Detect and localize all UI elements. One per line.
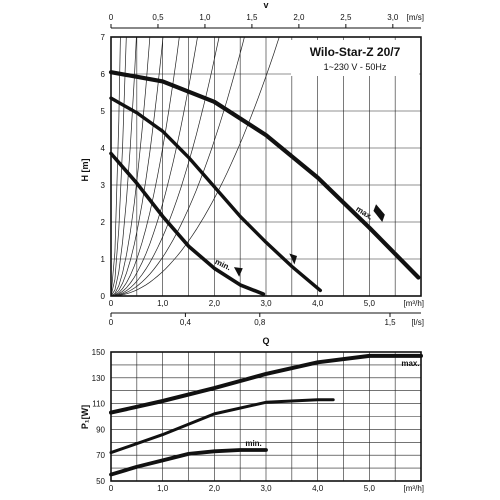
chart-subtitle: 1~230 V - 50Hz: [324, 62, 387, 72]
y-tick-label: 2: [101, 218, 106, 227]
ls-tick-label: 1,5: [384, 318, 396, 327]
max-marker: [373, 204, 385, 222]
v-tick-label: 1,5: [246, 13, 258, 22]
ls-unit: [l/s]: [412, 318, 424, 327]
v-axis-label: v: [263, 0, 268, 10]
x-unit: [m³/h]: [404, 299, 424, 308]
y-tick-label: 130: [92, 374, 106, 383]
head-curve-max: [108, 70, 421, 280]
system-curve: [110, 36, 280, 297]
x-tick-label: 5,0: [364, 299, 376, 308]
x-tick-label: 2,0: [209, 299, 221, 308]
system-curve: [110, 36, 198, 297]
label-max: max.: [354, 204, 374, 221]
x-tick-label: 1,0: [157, 299, 169, 308]
v-tick-label: 3,0: [387, 13, 399, 22]
system-curve: [110, 36, 137, 297]
power-frame: [110, 351, 422, 482]
y-tick-label: 5: [101, 107, 106, 116]
ls-tick-label: 0: [109, 318, 114, 327]
chart-title: Wilo-Star-Z 20/7: [310, 45, 401, 59]
label-power-max: max.: [401, 359, 419, 368]
head-frame: [110, 36, 422, 297]
system-curve: [110, 36, 121, 297]
v-unit: [m/s]: [407, 13, 424, 22]
x-tick-label: 4,0: [312, 484, 324, 493]
x-tick-label: 2,0: [209, 484, 221, 493]
title-box: Wilo-Star-Z 20/7 1~230 V - 50Hz: [291, 40, 419, 76]
system-curve: [110, 36, 164, 297]
x-tick-label: 1,0: [157, 484, 169, 493]
v-tick-label: 0,5: [152, 13, 164, 22]
head-curve-min: [109, 151, 266, 296]
x-tick-label: 5,0: [364, 484, 376, 493]
x-tick-label: 3,0: [260, 484, 272, 493]
y-tick-label: 90: [96, 425, 105, 434]
y-tick-label: 1: [101, 255, 106, 264]
x-tick-label: 0: [109, 299, 114, 308]
head-curve-mid: [109, 96, 322, 293]
y-axis-label: P₁[W]: [80, 405, 90, 429]
y-tick-label: 50: [96, 477, 105, 486]
system-curve: [110, 36, 180, 297]
v-tick-label: 0: [109, 13, 114, 22]
y-tick-label: 0: [101, 292, 106, 301]
y-tick-label: 6: [101, 70, 106, 79]
mid-marker: [289, 253, 297, 265]
q-axis-label: Q: [262, 336, 269, 346]
y-axis-label: H [m]: [80, 159, 90, 182]
y-tick-label: 4: [101, 144, 106, 153]
system-curve: [110, 36, 127, 297]
y-tick-label: 110: [92, 400, 105, 409]
v-tick-label: 1,0: [199, 13, 211, 22]
y-tick-label: 150: [92, 348, 106, 357]
v-tick-label: 2,0: [293, 13, 305, 22]
y-tick-label: 7: [101, 33, 106, 42]
label-power-min: min.: [245, 439, 261, 448]
power-curve-mid: [109, 398, 335, 455]
min-marker: [233, 267, 243, 277]
power-chart: max. min. 50 70 90 110 130 150 P₁[W] 0 1,0 2,0 3,0 4,…: [80, 348, 424, 493]
ls-tick-label: 0,8: [254, 318, 266, 327]
x-tick-label: 3,0: [260, 299, 272, 308]
x-unit: [m³/h]: [404, 484, 424, 493]
power-curve-max: [109, 353, 423, 415]
x-tick-label: 0: [109, 484, 114, 493]
x-tick-label: 4,0: [312, 299, 324, 308]
power-curve-min: [109, 448, 268, 477]
y-tick-label: 70: [96, 451, 105, 460]
title-box-bg: [291, 40, 419, 76]
v-tick-label: 2,5: [340, 13, 352, 22]
system-curve: [110, 36, 220, 297]
ls-tick-label: 0,4: [180, 318, 192, 327]
y-tick-label: 3: [101, 181, 106, 190]
